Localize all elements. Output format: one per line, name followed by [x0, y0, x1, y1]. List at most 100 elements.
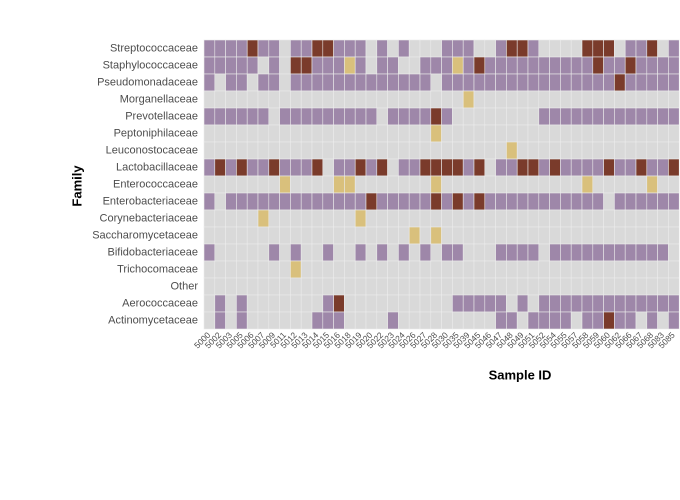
heat-cell	[290, 158, 302, 177]
heat-cell	[549, 226, 561, 245]
heat-cell	[333, 107, 345, 126]
heat-cell	[398, 192, 410, 211]
heat-cell	[322, 260, 334, 279]
heat-cell	[257, 124, 270, 143]
heat-cell	[624, 294, 637, 313]
heat-cell	[570, 311, 583, 330]
heat-cell	[614, 158, 626, 177]
heat-cell	[473, 277, 486, 296]
heat-cell	[657, 124, 669, 143]
heat-cell	[646, 226, 658, 245]
heat-cell	[516, 107, 529, 126]
heat-cell	[290, 39, 302, 58]
heat-cell	[527, 311, 540, 330]
heat-cell	[214, 243, 226, 262]
heat-cell	[376, 107, 388, 126]
y-tick-label: Staphylococcaceae	[103, 59, 198, 71]
heat-cell	[668, 73, 680, 92]
heat-cell	[311, 226, 324, 245]
heat-cell	[646, 294, 658, 313]
heat-cell	[538, 107, 550, 126]
heat-cell	[570, 260, 583, 279]
heat-cell	[419, 192, 432, 211]
heat-cell	[430, 90, 442, 109]
heat-cell	[203, 39, 216, 58]
heat-cell	[333, 39, 345, 58]
heat-cell	[668, 192, 680, 211]
heat-cell	[225, 192, 237, 211]
heat-cell	[516, 294, 529, 313]
heat-cell	[495, 175, 507, 194]
heat-cell	[365, 311, 378, 330]
heat-cell	[246, 124, 259, 143]
heat-cell	[462, 192, 475, 211]
heat-cell	[344, 175, 356, 194]
heat-cell	[603, 141, 615, 160]
heat-cell	[398, 243, 410, 262]
heat-cell	[441, 90, 453, 109]
heat-cell	[635, 39, 648, 58]
heat-cell	[516, 158, 529, 177]
heat-cell	[506, 243, 518, 262]
heat-cell	[214, 175, 226, 194]
heat-cell	[322, 209, 334, 228]
heat-cell	[246, 192, 259, 211]
heat-cell	[333, 192, 345, 211]
heat-cell	[538, 39, 550, 58]
heat-cell	[311, 107, 324, 126]
heat-cell	[214, 39, 226, 58]
heat-cell	[614, 141, 626, 160]
heat-cell	[203, 226, 216, 245]
heat-cell	[214, 90, 226, 109]
heat-cell	[333, 260, 345, 279]
heat-cell	[516, 260, 529, 279]
heat-cell	[387, 209, 399, 228]
heat-cell	[257, 277, 270, 296]
heat-cell	[484, 141, 496, 160]
heat-cell	[441, 209, 453, 228]
heat-cell	[646, 107, 658, 126]
heat-cell	[668, 175, 680, 194]
heat-cell	[430, 226, 442, 245]
heat-cell	[462, 209, 475, 228]
heat-cell	[311, 294, 324, 313]
heat-cell	[311, 56, 324, 75]
heat-cell	[354, 277, 367, 296]
heat-cell	[290, 90, 302, 109]
heat-cell	[203, 107, 216, 126]
y-tick-label: Enterococcaceae	[113, 178, 198, 190]
heat-cell	[624, 107, 637, 126]
heat-cell	[495, 294, 507, 313]
heat-cell	[452, 311, 464, 330]
heat-cell	[603, 260, 615, 279]
heat-cell	[657, 158, 669, 177]
heat-cell	[387, 192, 399, 211]
heat-cell	[246, 260, 259, 279]
heat-cell	[646, 175, 658, 194]
heat-cell	[441, 158, 453, 177]
heat-cell	[668, 90, 680, 109]
heat-cell	[527, 175, 540, 194]
heat-cell	[581, 124, 594, 143]
heat-cell	[203, 90, 216, 109]
heat-cell	[376, 73, 388, 92]
heat-cell	[322, 175, 334, 194]
heat-cell	[506, 260, 518, 279]
heat-cell	[473, 107, 486, 126]
heat-cell	[646, 311, 658, 330]
heat-cell	[430, 158, 442, 177]
heat-cell	[484, 175, 496, 194]
heat-cell	[473, 192, 486, 211]
heat-cell	[668, 56, 680, 75]
heat-cell	[408, 56, 421, 75]
heat-cell	[246, 141, 259, 160]
heat-cell	[333, 311, 345, 330]
heat-cell	[538, 158, 550, 177]
heat-cell	[236, 226, 248, 245]
heat-cell	[344, 158, 356, 177]
heat-cell	[290, 277, 302, 296]
heat-cell	[538, 124, 550, 143]
heat-cell	[549, 192, 561, 211]
heat-cell	[290, 209, 302, 228]
heat-cell	[257, 311, 270, 330]
